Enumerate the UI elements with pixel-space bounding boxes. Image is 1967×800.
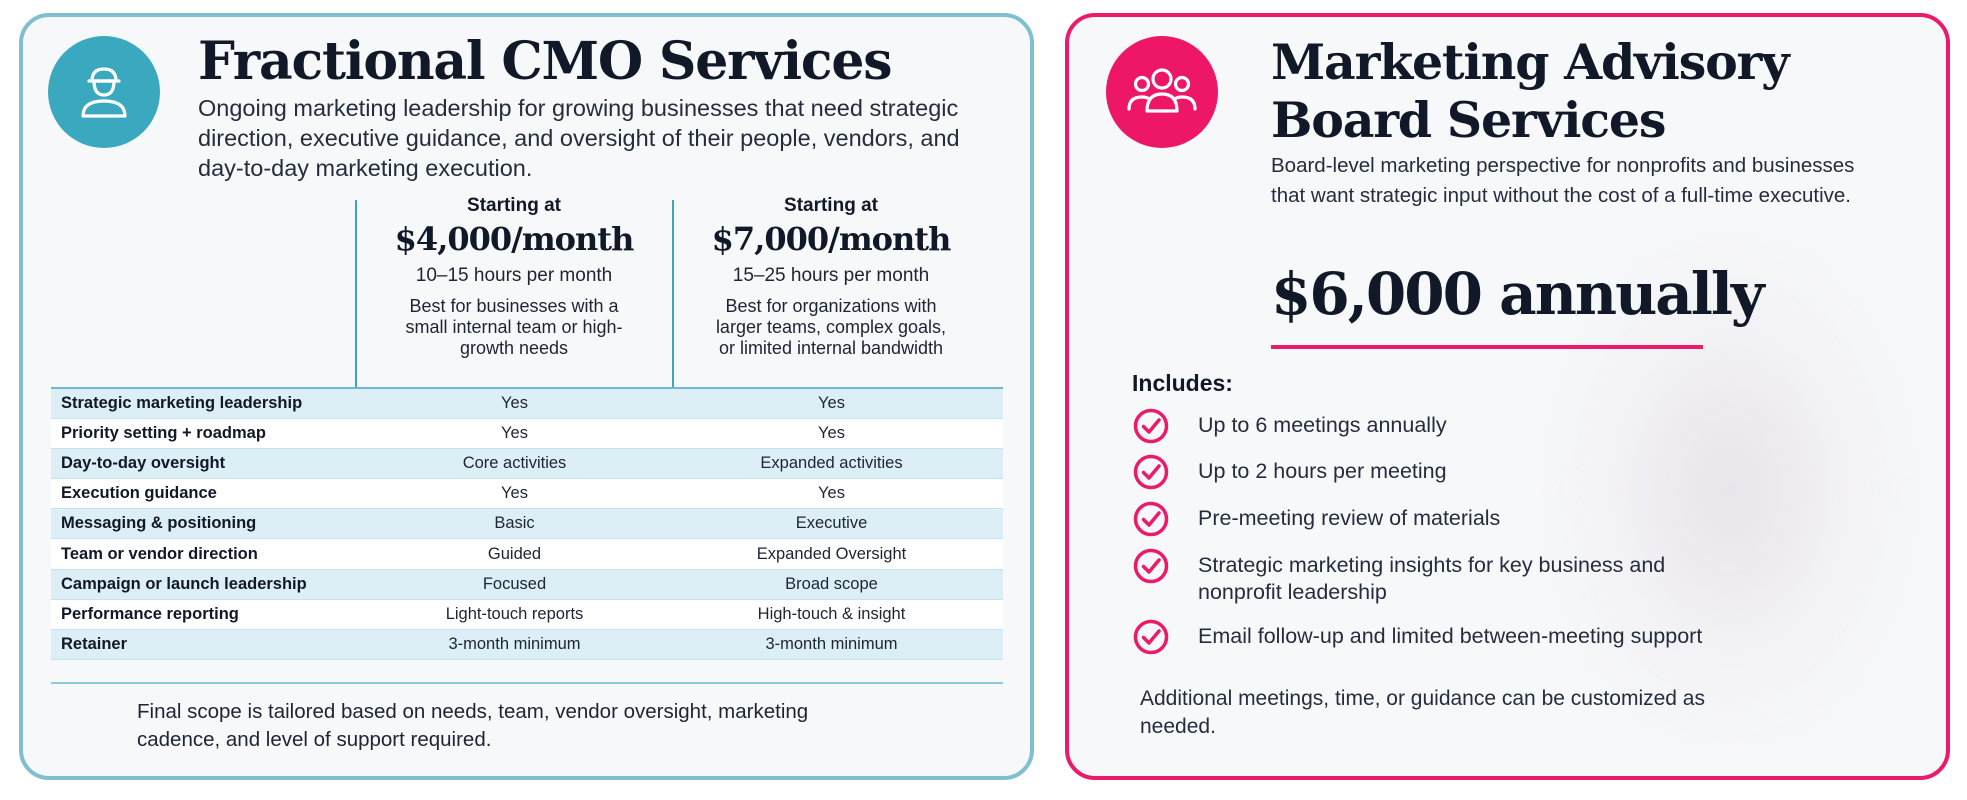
row-label: Retainer [61, 634, 128, 653]
customization-footnote: Additional meetings, time, or guidance c… [1140, 687, 1705, 738]
starting-label: Starting at [784, 195, 878, 216]
tier1-value: Core activities [462, 454, 567, 473]
row-label: Execution guidance [61, 484, 217, 503]
include-item: Up to 6 meetings annually [1132, 407, 1447, 445]
blurred-watermark [1540, 230, 1920, 750]
check-circle-icon [1133, 548, 1169, 584]
tier1-value: Yes [501, 424, 528, 443]
check-circle-icon [1133, 619, 1169, 655]
tier2-value: Expanded Oversight [756, 544, 907, 563]
tier-header-standard: Starting at $4,000/month 10–15 hours per… [356, 194, 672, 359]
annual-price: $6,000 annually [1271, 260, 1765, 328]
tier2-value: 3-month minimum [765, 634, 898, 653]
include-item: Pre-meeting review of materials [1132, 500, 1500, 538]
tier-price: $7,000/month [711, 220, 952, 258]
row-label: Team or vendor direction [61, 544, 258, 563]
advisory-title: Marketing Advisory Board Services [1271, 33, 1790, 149]
starting-label: Starting at [467, 195, 561, 216]
group-icon [1106, 36, 1218, 148]
service-description: Ongoing marketing leadership for growing… [198, 95, 960, 181]
scope-footnote: Final scope is tailored based on needs, … [137, 700, 809, 751]
check-circle-icon [1133, 408, 1169, 444]
tier-hours: 15–25 hours per month [732, 265, 930, 286]
comparison-table: Strategic marketing leadership Yes Yes P… [51, 387, 1003, 660]
table-row: Team or vendor direction Guided Expanded… [51, 539, 1003, 570]
row-label: Strategic marketing leadership [61, 394, 303, 413]
row-label: Performance reporting [61, 604, 239, 623]
table-row: Strategic marketing leadership Yes Yes [51, 389, 1003, 420]
tier-description: Best for organizations with larger teams… [715, 296, 947, 358]
row-label: Messaging & positioning [61, 514, 257, 533]
tier1-value: Guided [487, 544, 542, 563]
price-underline [1271, 345, 1703, 349]
include-text: Up to 2 hours per meeting [1198, 459, 1447, 483]
tier2-value: Yes [818, 394, 845, 413]
table-row: Messaging & positioning Basic Executive [51, 509, 1003, 540]
includes-heading: Includes: [1132, 370, 1233, 396]
tier2-value: Yes [818, 484, 845, 503]
table-row: Priority setting + roadmap Yes Yes [51, 419, 1003, 450]
table-row: Campaign or launch leadership Focused Br… [51, 569, 1003, 600]
tier2-value: Expanded activities [760, 454, 903, 473]
tier2-value: High-touch & insight [757, 604, 906, 623]
divider [51, 682, 1003, 684]
tier1-value: Basic [494, 514, 535, 533]
include-text: Email follow-up and limited between-meet… [1198, 624, 1703, 648]
tier1-value: 3-month minimum [448, 634, 581, 653]
tier1-value: Yes [501, 484, 528, 503]
include-text: Pre-meeting review of materials [1198, 506, 1501, 530]
tier-description: Best for businesses with a small interna… [405, 296, 623, 358]
include-item: Email follow-up and limited between-meet… [1132, 618, 1702, 656]
tier2-value: Broad scope [785, 574, 878, 593]
advisory-description: Board-level marketing perspective for no… [1271, 154, 1855, 207]
include-item: Strategic marketing insights for key bus… [1132, 547, 1738, 606]
tier1-value: Focused [482, 574, 547, 593]
page-title: Fractional CMO Services [198, 31, 893, 92]
row-label: Campaign or launch leadership [61, 574, 307, 593]
row-label: Day-to-day oversight [61, 454, 226, 473]
tier1-value: Light-touch reports [445, 604, 584, 623]
tier-header-expanded: Starting at $7,000/month 15–25 hours per… [673, 194, 989, 359]
check-circle-icon [1133, 454, 1169, 490]
person-icon [48, 36, 160, 148]
tier1-value: Yes [501, 394, 528, 413]
table-row: Retainer 3-month minimum 3-month minimum [51, 629, 1003, 660]
check-circle-icon [1133, 501, 1169, 537]
include-item: Up to 2 hours per meeting [1132, 453, 1447, 491]
include-text: Up to 6 meetings annually [1198, 413, 1447, 437]
table-row: Execution guidance Yes Yes [51, 479, 1003, 510]
tier2-value: Yes [818, 424, 845, 443]
row-label: Priority setting + roadmap [61, 424, 266, 443]
table-row: Day-to-day oversight Core activities Exp… [51, 449, 1003, 480]
table-row: Performance reporting Light-touch report… [51, 599, 1003, 630]
tier2-value: Executive [795, 514, 868, 533]
include-text: Strategic marketing insights for key bus… [1198, 553, 1666, 604]
tier-price: $4,000/month [394, 220, 635, 258]
tier-hours: 10–15 hours per month [415, 265, 613, 286]
